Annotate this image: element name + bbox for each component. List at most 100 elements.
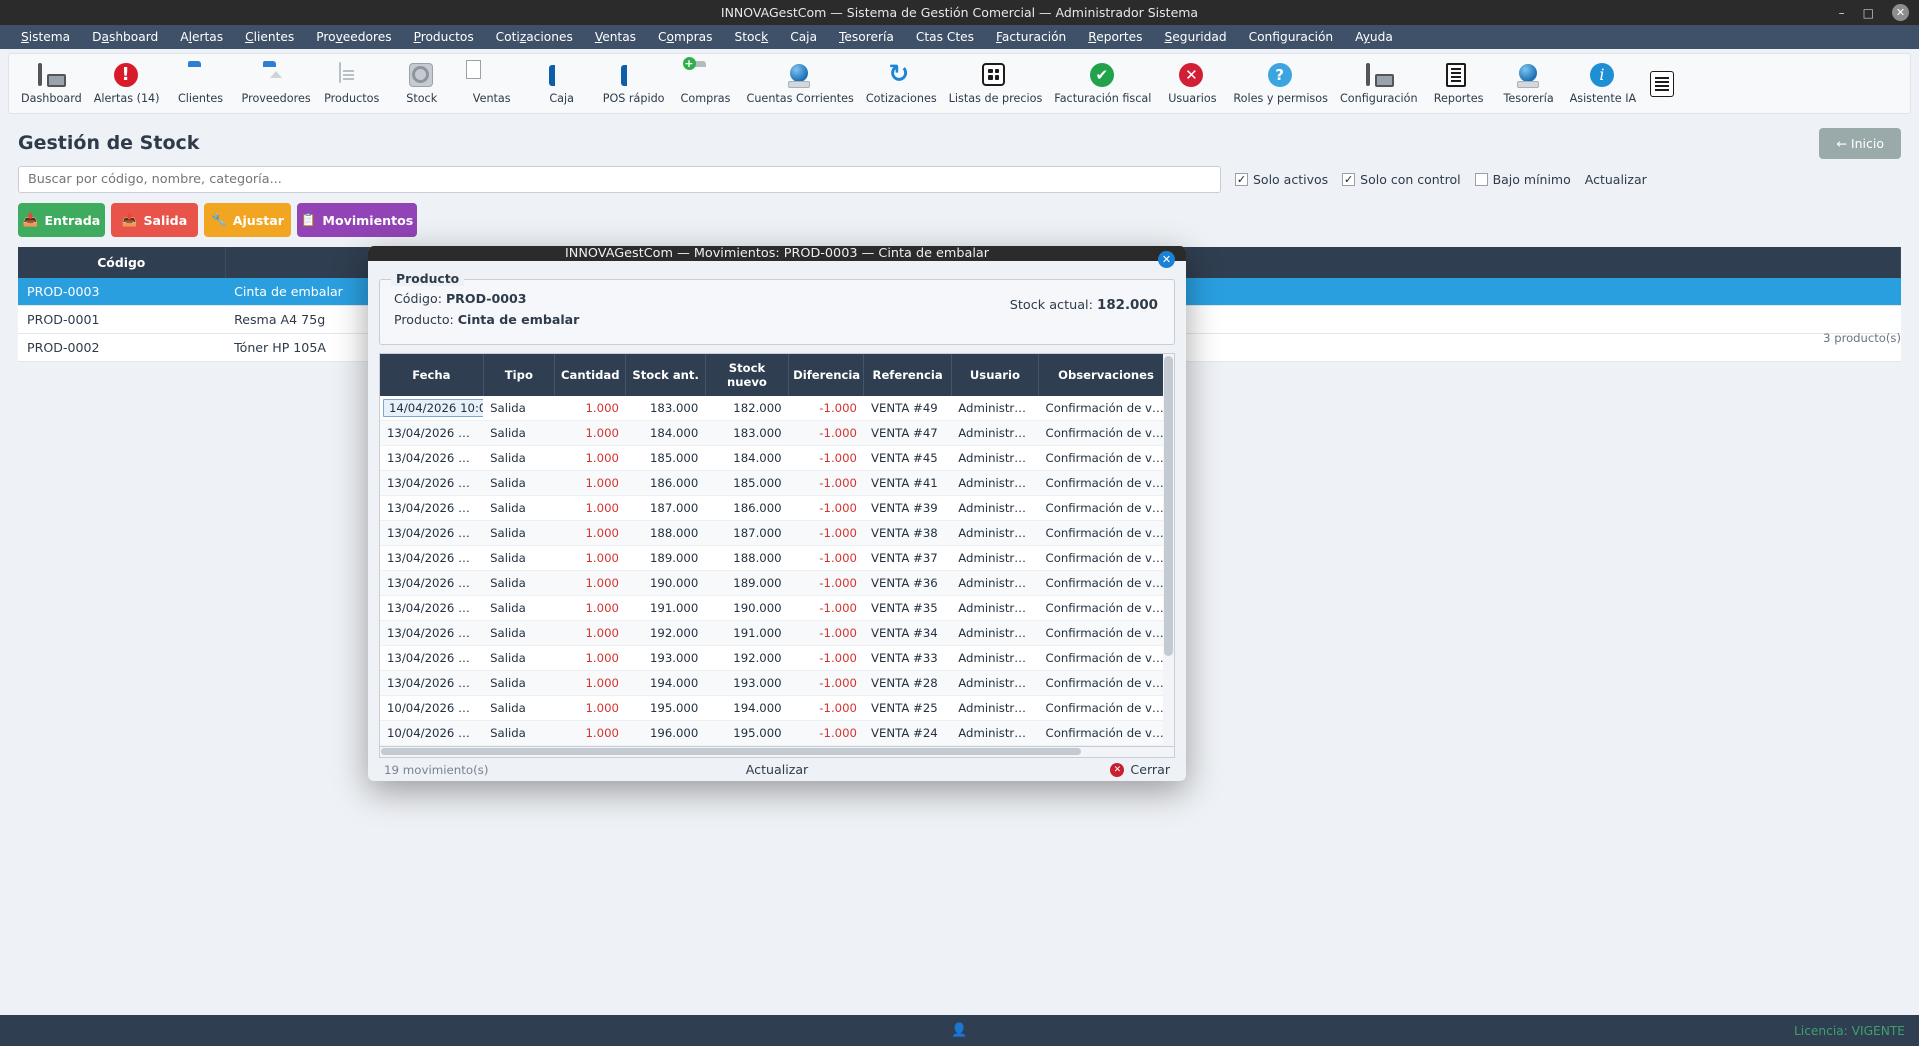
modal-close-icon[interactable]: ✕ bbox=[1158, 251, 1175, 268]
menu-item-reportes[interactable]: Reportes bbox=[1088, 30, 1143, 44]
menu-item-configuración[interactable]: Configuración bbox=[1248, 30, 1334, 44]
modal-horizontal-scrollbar[interactable] bbox=[379, 747, 1175, 758]
toolbar-item-listas-de-precios[interactable]: Listas de precios bbox=[943, 61, 1049, 107]
overflow-menu-icon[interactable] bbox=[1650, 70, 1675, 97]
mov-column-stock-nuevo[interactable]: Stock nuevo bbox=[705, 354, 790, 396]
movimiento-row[interactable]: 10/04/2026 19:32 Salida 1.000 195.000 194.00… bbox=[380, 695, 1174, 721]
mov-cell-usuario: Administrador ... bbox=[951, 420, 1039, 446]
vertical-scroll-thumb[interactable] bbox=[1164, 356, 1173, 656]
filter-solo-activos[interactable]: ✓ Solo activos bbox=[1235, 172, 1328, 187]
toolbar-item-cuentas-corrientes[interactable]: Cuentas Corrientes bbox=[741, 61, 860, 107]
toolbar-item-productos[interactable]: Productos bbox=[317, 61, 387, 107]
checkbox-icon[interactable] bbox=[1474, 173, 1488, 186]
menu-item-sistema[interactable]: Sistema bbox=[21, 30, 71, 44]
toolbar-item-clientes[interactable]: Clientes bbox=[166, 61, 236, 107]
menu-item-dashboard[interactable]: Dashboard bbox=[92, 30, 159, 44]
mov-cell-nuevo: 195.000 bbox=[705, 720, 789, 746]
toolbar-item-tesorer-a[interactable]: Tesorería bbox=[1494, 61, 1564, 107]
filter-solo-con-control[interactable]: ✓ Solo con control bbox=[1342, 172, 1461, 187]
movimiento-row[interactable]: 13/04/2026 18:25 Salida 1.000 190.000 189.00… bbox=[380, 570, 1174, 596]
toolbar-item-configuraci-n[interactable]: Configuración bbox=[1334, 61, 1424, 107]
menu-item-ctas-ctes[interactable]: Ctas Ctes bbox=[915, 30, 974, 44]
toolbar-item-dashboard[interactable]: Dashboard bbox=[15, 61, 88, 107]
maximize-button[interactable]: □ bbox=[1862, 5, 1874, 20]
mov-column-observaciones[interactable]: Observaciones bbox=[1038, 354, 1174, 396]
movimiento-row[interactable]: 14/04/2026 10:03Salida1.000183.000182.00… bbox=[380, 396, 1174, 421]
movimiento-row[interactable]: 13/04/2026 18:23 Salida 1.000 191.000 190.00… bbox=[380, 595, 1174, 621]
movimiento-row[interactable]: 13/04/2026 18:50 Salida 1.000 187.000 186.00… bbox=[380, 495, 1174, 521]
modal-vertical-scrollbar[interactable] bbox=[1163, 354, 1174, 746]
checkbox-icon[interactable]: ✓ bbox=[1235, 173, 1248, 186]
toolbar-item-facturaci-n-fiscal[interactable]: ✔ Facturación fiscal bbox=[1048, 61, 1157, 107]
movimiento-row[interactable]: 10/04/2026 17:47 Salida 1.000 196.000 195.00… bbox=[380, 720, 1174, 746]
toolbar-item-pos-r-pido[interactable]: POS rápido bbox=[597, 61, 671, 107]
toolbar-item-caja[interactable]: Caja bbox=[527, 61, 597, 107]
menu-item-productos[interactable]: Productos bbox=[413, 30, 474, 44]
toolbar-item-compras[interactable]: Compras bbox=[671, 61, 741, 107]
menu-item-facturación[interactable]: Facturación bbox=[995, 30, 1067, 44]
entrada-button[interactable]: 📥 Entrada bbox=[18, 203, 105, 237]
mov-column-fecha[interactable]: Fecha bbox=[380, 354, 484, 396]
horizontal-scroll-thumb[interactable] bbox=[381, 748, 1081, 755]
menu-item-stock[interactable]: Stock bbox=[734, 30, 769, 44]
mov-cell-fecha: 13/04/2026 18:03 bbox=[380, 645, 484, 671]
movimiento-row[interactable]: 13/04/2026 19:18 Salida 1.000 184.000 183.00… bbox=[380, 420, 1174, 446]
mov-cell-ant: 195.000 bbox=[625, 695, 706, 721]
mov-column-referencia[interactable]: Referencia bbox=[863, 354, 952, 396]
movimiento-row[interactable]: 13/04/2026 18:20 Salida 1.000 192.000 191.00… bbox=[380, 620, 1174, 646]
modal-refresh-button[interactable]: Actualizar bbox=[745, 762, 809, 777]
movimiento-row[interactable]: 13/04/2026 19:09 Salida 1.000 185.000 184.00… bbox=[380, 445, 1174, 471]
close-button[interactable]: ✕ bbox=[1892, 4, 1909, 21]
checkbox-icon[interactable]: ✓ bbox=[1342, 173, 1356, 186]
mov-column-tipo[interactable]: Tipo bbox=[483, 354, 556, 396]
mov-column-usuario[interactable]: Usuario bbox=[951, 354, 1040, 396]
menu-item-tesorería[interactable]: Tesorería bbox=[839, 30, 894, 44]
menu-item-cotizaciones[interactable]: Cotizaciones bbox=[495, 30, 573, 44]
menu-item-alertas[interactable]: Alertas bbox=[180, 30, 224, 44]
movimiento-row[interactable]: 13/04/2026 18:38 Salida 1.000 189.000 188.00… bbox=[380, 545, 1174, 571]
menu-item-clientes[interactable]: Clientes bbox=[245, 30, 295, 44]
movimientos-table-body: 14/04/2026 10:03Salida1.000183.000182.00… bbox=[380, 396, 1174, 746]
toolbar-item-roles-y-permisos[interactable]: ? Roles y permisos bbox=[1227, 61, 1334, 107]
movimiento-row[interactable]: 13/04/2026 18:44 Salida 1.000 188.000 187.00… bbox=[380, 520, 1174, 546]
toolbar-item-ventas[interactable]: Ventas bbox=[457, 61, 527, 107]
toolbar-item-proveedores[interactable]: Proveedores bbox=[236, 61, 317, 107]
menu-item-ventas[interactable]: Ventas bbox=[594, 30, 637, 44]
movimientos-table-wrap: Fecha Tipo Cantidad Stock ant. Stock nuevo Di… bbox=[379, 353, 1175, 747]
toolbar-item-reportes[interactable]: Reportes bbox=[1424, 61, 1494, 107]
toolbar-item-stock[interactable]: Stock bbox=[387, 61, 457, 107]
movimiento-row[interactable]: 13/04/2026 18:03 Salida 1.000 193.000 192.00… bbox=[380, 645, 1174, 671]
home-button[interactable]: ← Inicio bbox=[1819, 128, 1901, 159]
mov-cell-fecha: 13/04/2026 18:20 bbox=[380, 620, 484, 646]
toolbar-item-usuarios[interactable]: ✕ Usuarios bbox=[1157, 61, 1227, 107]
refresh-link[interactable]: Actualizar bbox=[1584, 172, 1647, 187]
movimientos-button[interactable]: 📋 Movimientos bbox=[297, 203, 417, 237]
mov-column-cantidad[interactable]: Cantidad bbox=[554, 354, 627, 396]
toolbar-item-cotizaciones[interactable]: ↻ Cotizaciones bbox=[860, 61, 943, 107]
focused-cell[interactable]: 14/04/2026 10:03 bbox=[383, 399, 484, 417]
mov-cell-dif: -1.000 bbox=[788, 670, 864, 696]
menu-item-ayuda[interactable]: Ayuda bbox=[1355, 30, 1393, 44]
toolbar-item-asistente-ia[interactable]: i Asistente IA bbox=[1564, 61, 1643, 107]
salida-button[interactable]: 📤 Salida bbox=[111, 203, 198, 237]
entrada-label: Entrada bbox=[44, 212, 101, 228]
toolbar-item-alertas-14[interactable]: ! Alertas (14) bbox=[88, 61, 166, 107]
mov-column-stock-ant[interactable]: Stock ant. bbox=[625, 354, 706, 396]
toolbar-container: Dashboard! Alertas (14) Clientes Proveedore… bbox=[0, 49, 1919, 118]
minimize-button[interactable]: – bbox=[1838, 5, 1845, 20]
menu-item-proveedores[interactable]: Proveedores bbox=[316, 30, 392, 44]
producto-line: Producto: Cinta de embalar bbox=[394, 312, 1160, 327]
ajustar-button[interactable]: 🔧 Ajustar bbox=[204, 203, 291, 237]
menu-item-seguridad[interactable]: Seguridad bbox=[1164, 30, 1227, 44]
movimiento-row[interactable]: 13/04/2026 08:28 Salida 1.000 194.000 193.00… bbox=[380, 670, 1174, 696]
mov-cell-nuevo: 190.000 bbox=[705, 595, 789, 621]
mov-column-diferencia[interactable]: Diferencia bbox=[788, 354, 865, 396]
menu-item-compras[interactable]: Compras bbox=[658, 30, 713, 44]
menu-item-caja[interactable]: Caja bbox=[790, 30, 818, 44]
filter-bajo-mínimo[interactable]: Bajo mínimo bbox=[1474, 172, 1571, 187]
search-input[interactable] bbox=[18, 166, 1221, 193]
movimiento-row[interactable]: 13/04/2026 18:58 Salida 1.000 186.000 185.00… bbox=[380, 470, 1174, 496]
ajustar-icon: 🔧 bbox=[211, 212, 227, 227]
column-header-código[interactable]: Código bbox=[18, 247, 226, 278]
modal-close-button[interactable]: ✕ Cerrar bbox=[1110, 762, 1170, 777]
